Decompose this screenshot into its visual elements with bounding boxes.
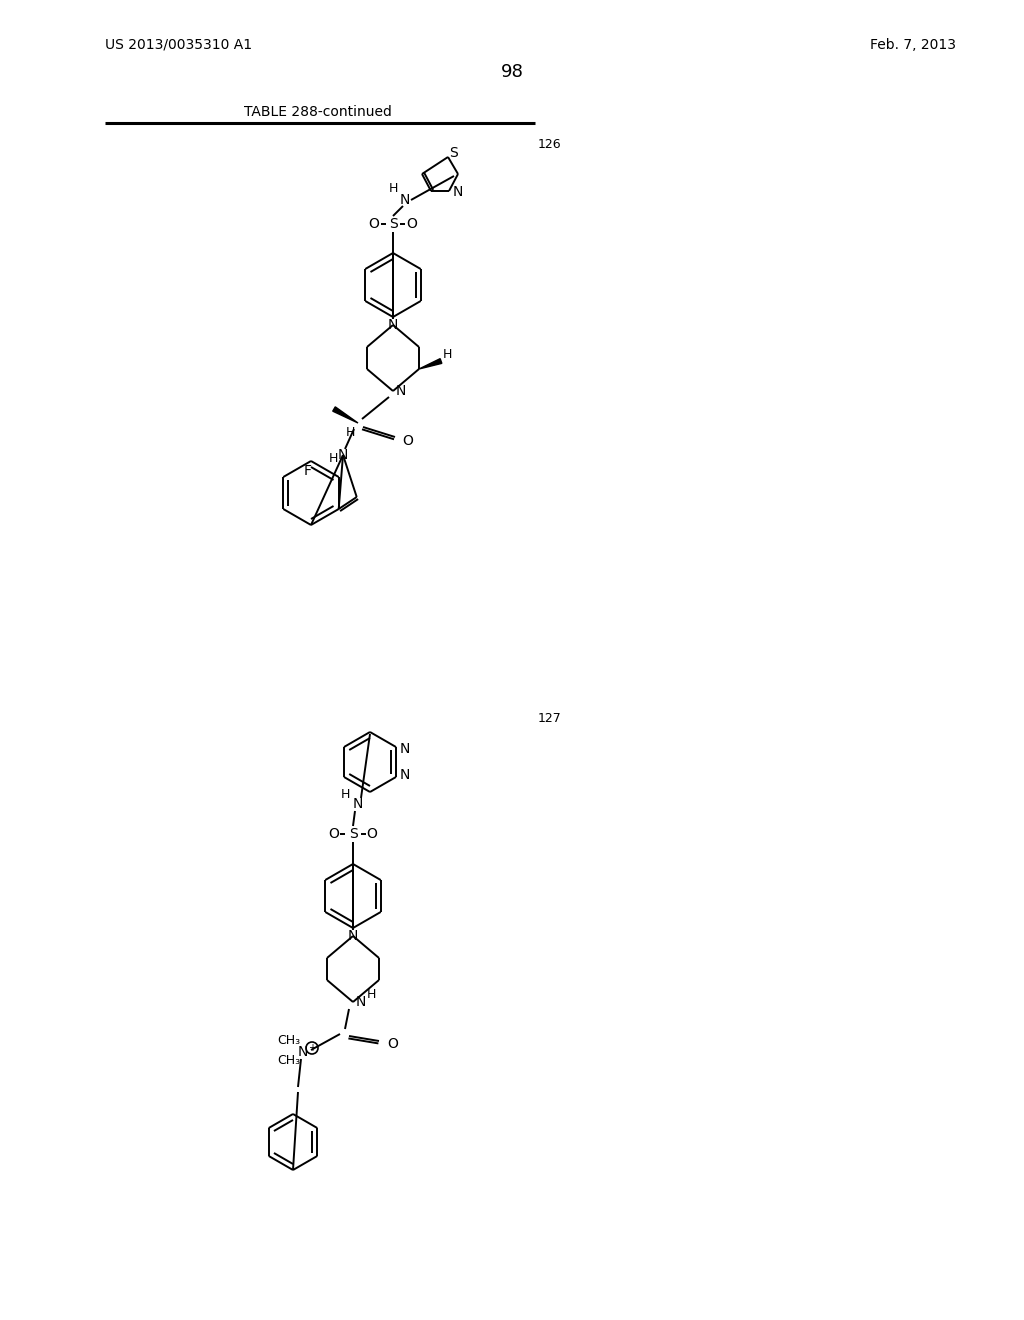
Text: S: S (389, 216, 397, 231)
Text: 127: 127 (538, 711, 562, 725)
Text: N: N (355, 995, 367, 1008)
Text: S: S (348, 828, 357, 841)
Text: F: F (304, 465, 312, 478)
Text: H: H (388, 182, 397, 195)
Text: N: N (388, 318, 398, 333)
Text: O: O (329, 828, 339, 841)
Text: +: + (308, 1043, 316, 1053)
Text: N: N (396, 384, 407, 399)
Polygon shape (419, 359, 441, 370)
Text: H: H (345, 425, 354, 438)
Text: O: O (402, 434, 414, 447)
Text: H: H (442, 348, 452, 362)
Text: S: S (449, 147, 458, 160)
Text: Feb. 7, 2013: Feb. 7, 2013 (870, 38, 956, 51)
Text: H: H (340, 788, 349, 801)
Text: H: H (329, 451, 338, 465)
Text: O: O (407, 216, 418, 231)
Text: O: O (387, 1038, 398, 1051)
Text: TABLE 288-continued: TABLE 288-continued (244, 106, 392, 119)
Polygon shape (333, 407, 358, 422)
Text: CH₃: CH₃ (278, 1034, 301, 1047)
Text: US 2013/0035310 A1: US 2013/0035310 A1 (105, 38, 252, 51)
Text: CH₃: CH₃ (278, 1053, 301, 1067)
Text: N: N (353, 797, 364, 810)
Text: 126: 126 (538, 139, 561, 152)
Text: N: N (348, 929, 358, 942)
Text: 98: 98 (501, 63, 523, 81)
Text: N: N (298, 1045, 308, 1059)
Text: H: H (367, 987, 376, 1001)
Text: N: N (399, 742, 411, 756)
Text: N: N (453, 185, 463, 199)
Text: O: O (367, 828, 378, 841)
Text: O: O (369, 216, 380, 231)
Text: N: N (399, 193, 411, 207)
Text: N: N (338, 447, 348, 462)
Text: N: N (399, 768, 411, 781)
